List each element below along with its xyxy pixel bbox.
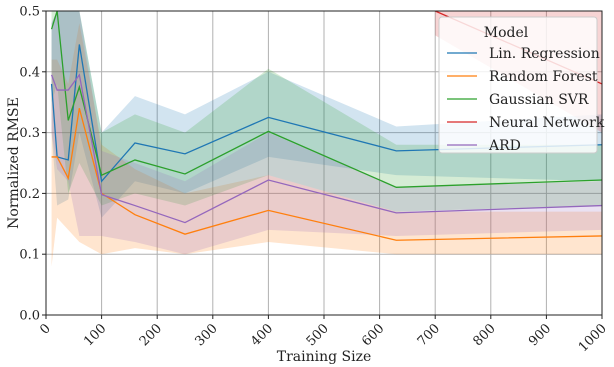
legend-entry-label: Random Forest — [489, 69, 598, 85]
legend-box — [438, 16, 598, 154]
confidence-band-random-forest — [51, 23, 602, 267]
legend-entry-label: Gaussian SVR — [489, 92, 589, 108]
legend-entry-label: Neural Network — [489, 115, 605, 131]
confidence-band-gaussian-svr — [51, 11, 602, 212]
legend-entry-label: ARD — [488, 138, 521, 154]
x-axis-label: Training Size — [277, 349, 372, 365]
series-line-ard — [50, 73, 602, 224]
y-tick-label: 0.1 — [19, 248, 40, 263]
y-tick-label: 0.0 — [19, 309, 40, 324]
series-line-random-forest — [51, 108, 602, 241]
legend-title: Model — [484, 25, 529, 41]
confidence-band-ard — [51, 11, 602, 255]
series-line-gaussian-svr — [50, 11, 602, 188]
y-tick-label: 0.5 — [19, 5, 40, 20]
legend: Model Lin. Regression Random Forest Gaussi… — [438, 16, 605, 154]
y-axis-label: Normalized RMSE — [6, 97, 22, 229]
y-tick-label: 0.2 — [19, 187, 40, 202]
y-tick-label: 0.3 — [19, 126, 40, 141]
y-tick-label: 0.4 — [19, 65, 40, 80]
confidence-band-lin-regression — [51, 11, 602, 218]
series-line-lin-regression — [50, 44, 602, 183]
legend-entry-label: Lin. Regression — [489, 46, 600, 62]
